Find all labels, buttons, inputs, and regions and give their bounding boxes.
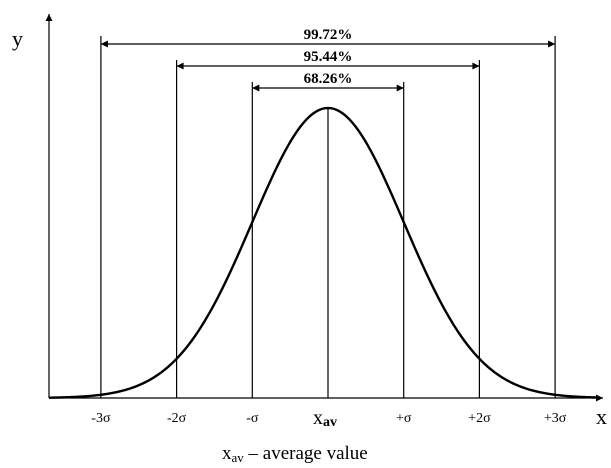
sigma-tick-labels: -3σ -2σ -σ +σ +2σ +3σ [91,411,566,426]
tick-label: +2σ [468,411,491,426]
center-label-sub: av [323,415,337,430]
tick-label: -3σ [91,411,111,426]
tick-label: +σ [396,411,412,426]
tick-label: -2σ [167,411,187,426]
caption-main: x [222,443,232,464]
interval-label-1sigma: 68.26% [304,71,353,87]
normal-curve [48,106,598,399]
caption: xav – average value [222,443,368,465]
center-label-main: x [313,407,323,429]
caption-sub: av [232,450,245,465]
interval-label-2sigma: 95.44% [304,49,353,65]
caption-rest: – average value [244,443,368,464]
tick-label: -σ [246,411,259,426]
interval-label-3sigma: 99.72% [304,27,353,43]
center-label: xav [313,407,337,430]
x-axis-label: x [596,404,607,429]
sigma-interval-arrows: 99.72% 95.44% 68.26% [100,27,556,92]
y-axis-label: y [12,26,23,51]
tick-label: +3σ [544,411,567,426]
sigma-guide-lines [100,36,556,398]
